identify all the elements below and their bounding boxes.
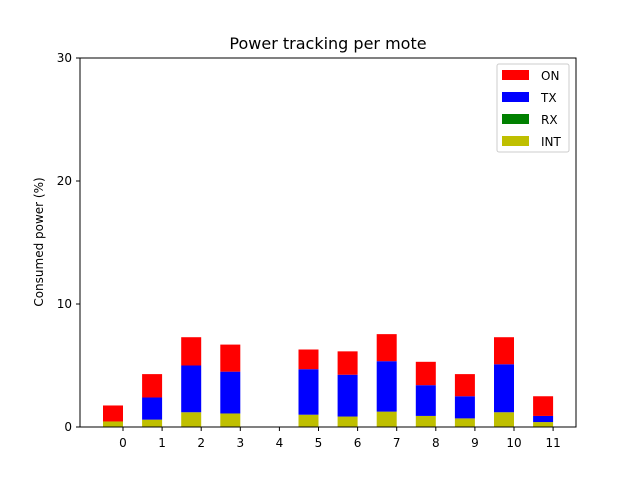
bar-tx-6 xyxy=(337,374,358,417)
y-tick-label-10: 10 xyxy=(57,297,72,311)
legend-label-int: INT xyxy=(541,135,562,149)
legend-label-tx: TX xyxy=(540,91,557,105)
x-tick-label-8: 8 xyxy=(432,436,440,450)
bar-on-2 xyxy=(181,337,202,366)
bar-tx-7 xyxy=(376,361,397,412)
bar-int-5 xyxy=(298,414,319,427)
legend-label-on: ON xyxy=(541,69,559,83)
x-tick-label-3: 3 xyxy=(236,436,244,450)
x-tick-label-9: 9 xyxy=(471,436,479,450)
bar-int-8 xyxy=(415,415,436,427)
bar-tx-11 xyxy=(533,415,554,423)
bar-tx-3 xyxy=(220,371,241,414)
bar-tx-1 xyxy=(142,397,163,420)
x-tick-label-0: 0 xyxy=(119,436,127,450)
bar-on-10 xyxy=(494,337,514,365)
bar-on-1 xyxy=(142,374,163,398)
x-tick-label-5: 5 xyxy=(315,436,323,450)
legend-swatch-on xyxy=(502,70,529,80)
x-tick-label-10: 10 xyxy=(506,436,521,450)
y-tick-label-0: 0 xyxy=(64,420,72,434)
legend: ON TX RX INT xyxy=(496,63,570,153)
bar-tx-10 xyxy=(494,364,514,413)
bar-int-6 xyxy=(337,416,358,427)
legend-swatch-rx xyxy=(502,114,529,124)
bar-int-2 xyxy=(181,412,202,427)
bar-int-11 xyxy=(533,422,554,427)
axes-group: 0 1 2 3 4 5 6 7 8 9 10 11 0 10 20 30 xyxy=(57,51,561,450)
x-tick-label-1: 1 xyxy=(158,436,166,450)
bar-int-7 xyxy=(376,411,397,427)
y-axis-label: Consumed power (%) xyxy=(32,177,46,306)
bar-on-6 xyxy=(337,351,358,375)
y-tick-label-30: 30 xyxy=(57,51,72,65)
x-tick-label-7: 7 xyxy=(393,436,401,450)
bar-on-11 xyxy=(533,396,554,416)
bar-tx-9 xyxy=(454,396,475,419)
chart-title: Power tracking per mote xyxy=(229,34,426,53)
bars-group xyxy=(103,334,554,427)
plot-frame xyxy=(79,57,577,428)
bar-tx-2 xyxy=(181,365,202,413)
legend-label-rx: RX xyxy=(541,113,558,127)
bar-on-9 xyxy=(454,374,475,397)
legend-swatch-int xyxy=(502,136,529,146)
legend-frame xyxy=(496,63,570,153)
bar-int-1 xyxy=(142,419,163,427)
x-tick-label-2: 2 xyxy=(197,436,205,450)
bar-int-10 xyxy=(494,412,514,427)
y-tick-label-20: 20 xyxy=(57,174,72,188)
legend-swatch-tx xyxy=(502,92,529,102)
bar-on-8 xyxy=(415,361,436,386)
bar-on-5 xyxy=(298,349,319,370)
bar-tx-5 xyxy=(298,369,319,415)
bar-int-0 xyxy=(103,421,123,427)
bar-int-9 xyxy=(454,418,475,427)
bar-on-7 xyxy=(376,334,397,362)
bar-int-3 xyxy=(220,413,241,427)
bar-on-3 xyxy=(220,344,241,372)
x-tick-label-6: 6 xyxy=(354,436,362,450)
bar-tx-8 xyxy=(415,385,436,416)
bar-on-0 xyxy=(103,405,123,422)
x-tick-label-11: 11 xyxy=(545,436,560,450)
x-tick-label-4: 4 xyxy=(276,436,284,450)
